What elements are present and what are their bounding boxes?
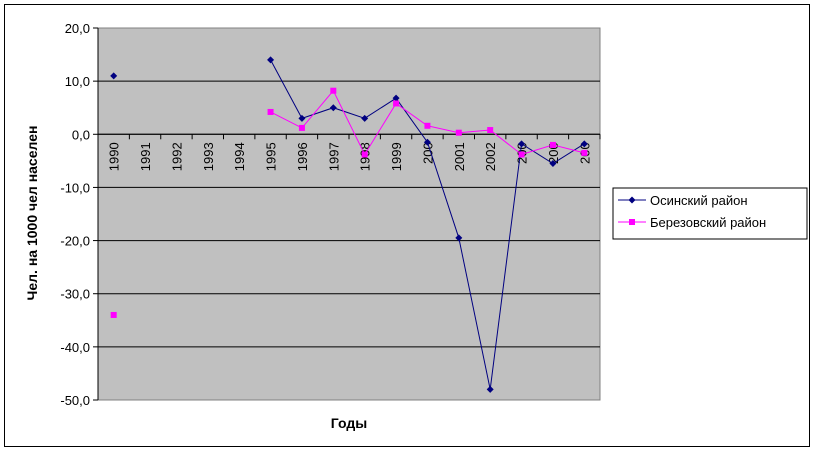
y-tick-label: -20,0 — [60, 234, 90, 249]
x-tick-label: 1995 — [264, 142, 279, 171]
data-point — [110, 311, 117, 318]
y-tick-label: -30,0 — [60, 287, 90, 302]
data-point — [267, 108, 274, 115]
series-1 — [110, 56, 588, 393]
y-tick-label: -10,0 — [60, 180, 90, 195]
data-point — [298, 124, 305, 131]
data-point — [518, 140, 526, 148]
y-tick-label: 20,0 — [65, 21, 90, 36]
data-point — [423, 138, 431, 146]
data-point — [580, 140, 588, 148]
x-tick-label: 1994 — [232, 142, 247, 171]
data-point — [549, 160, 557, 168]
data-point — [267, 56, 275, 64]
data-point — [361, 114, 369, 122]
y-tick-label: -50,0 — [60, 393, 90, 408]
series-2 — [110, 87, 588, 318]
y-tick-label: -40,0 — [60, 340, 90, 355]
y-tick-label: 10,0 — [65, 74, 90, 89]
data-point — [110, 72, 118, 80]
legend-label: Осинский район — [650, 193, 748, 208]
x-tick-label: 1992 — [169, 142, 184, 171]
x-tick-label: 2001 — [452, 142, 467, 171]
x-tick-label: 200 — [546, 142, 561, 164]
y-axis-ticks: 20,0 10,0 0,0 -10,0 -20,0 -30,0 -40,0 -50,0 — [60, 21, 90, 408]
legend-marker — [629, 219, 635, 225]
legend-entry: Березовский район — [618, 215, 766, 230]
data-point — [329, 104, 337, 112]
x-axis-title: Годы — [331, 415, 367, 431]
legend-marker — [628, 196, 636, 204]
x-tick-label: 200 — [420, 142, 435, 164]
x-axis-ticks: 1990199119921993199419951996199719981999… — [97, 134, 601, 171]
data-point — [487, 127, 494, 134]
x-tick-label: 1999 — [389, 142, 404, 171]
data-point — [518, 151, 525, 158]
x-tick-label: 1991 — [138, 142, 153, 171]
data-point — [581, 149, 588, 156]
legend-box — [612, 187, 808, 240]
x-tick-label: 1990 — [107, 142, 122, 171]
x-tick-label: 1993 — [201, 142, 216, 171]
data-point — [392, 94, 400, 102]
y-axis-title: Чел. на 1000 чел населен — [24, 126, 40, 301]
legend: Осинский район Березовский район — [612, 187, 808, 240]
series-layer — [110, 56, 588, 393]
x-tick-label: 1997 — [326, 142, 341, 171]
data-point — [549, 141, 556, 148]
plot-area — [97, 27, 601, 401]
legend-label: Березовский район — [650, 215, 766, 230]
x-tick-label: 2002 — [483, 142, 498, 171]
data-point — [486, 385, 494, 393]
y-tick-label: 0,0 — [72, 127, 90, 142]
data-point — [393, 100, 400, 107]
data-point — [455, 234, 463, 242]
data-point — [361, 151, 368, 158]
data-point — [455, 129, 462, 136]
data-point — [424, 122, 431, 129]
legend-entry: Осинский район — [618, 193, 748, 208]
x-tick-label: 1996 — [295, 142, 310, 171]
data-point — [330, 87, 337, 94]
data-point — [298, 114, 306, 122]
